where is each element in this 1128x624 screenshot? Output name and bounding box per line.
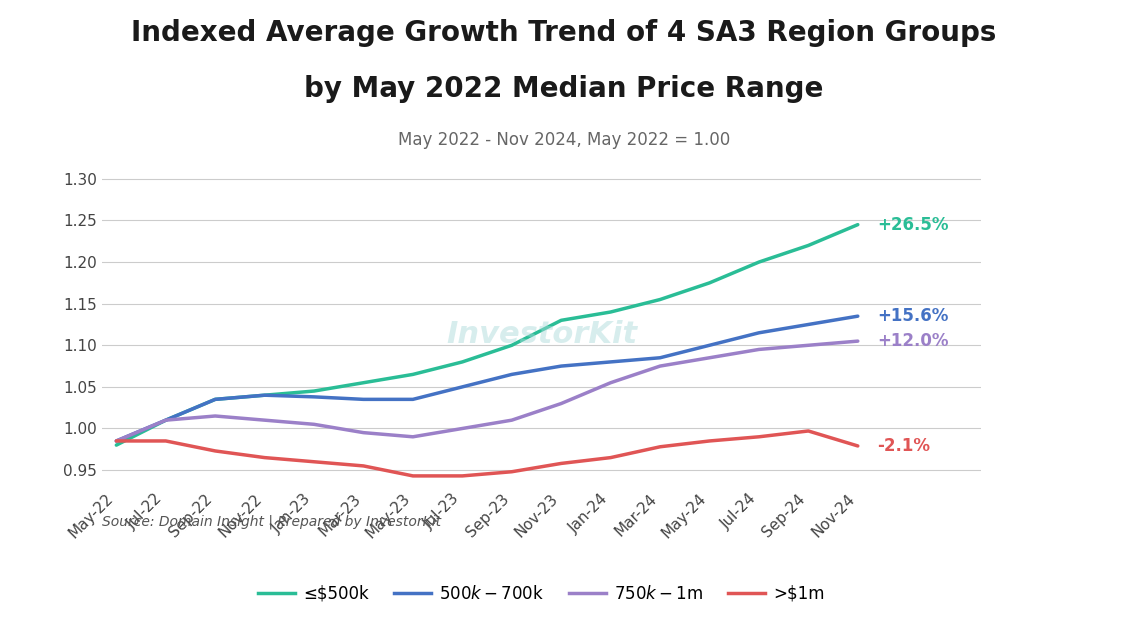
Text: Indexed Average Growth Trend of 4 SA3 Region Groups: Indexed Average Growth Trend of 4 SA3 Re… <box>131 19 997 47</box>
Text: Source: Domain Insight | Prepared by InvestorKit: Source: Domain Insight | Prepared by Inv… <box>102 515 441 529</box>
Text: May 2022 - Nov 2024, May 2022 = 1.00: May 2022 - Nov 2024, May 2022 = 1.00 <box>398 131 730 149</box>
Text: +12.0%: +12.0% <box>878 332 949 350</box>
Legend: ≤$500k, $500k-$700k, $750k-$1m, >$1m: ≤$500k, $500k-$700k, $750k-$1m, >$1m <box>252 578 831 610</box>
Text: +15.6%: +15.6% <box>878 307 949 325</box>
Text: -2.1%: -2.1% <box>878 437 931 455</box>
Text: by May 2022 Median Price Range: by May 2022 Median Price Range <box>305 75 823 103</box>
Text: InvestorKit: InvestorKit <box>446 319 637 349</box>
Text: +26.5%: +26.5% <box>878 216 949 233</box>
